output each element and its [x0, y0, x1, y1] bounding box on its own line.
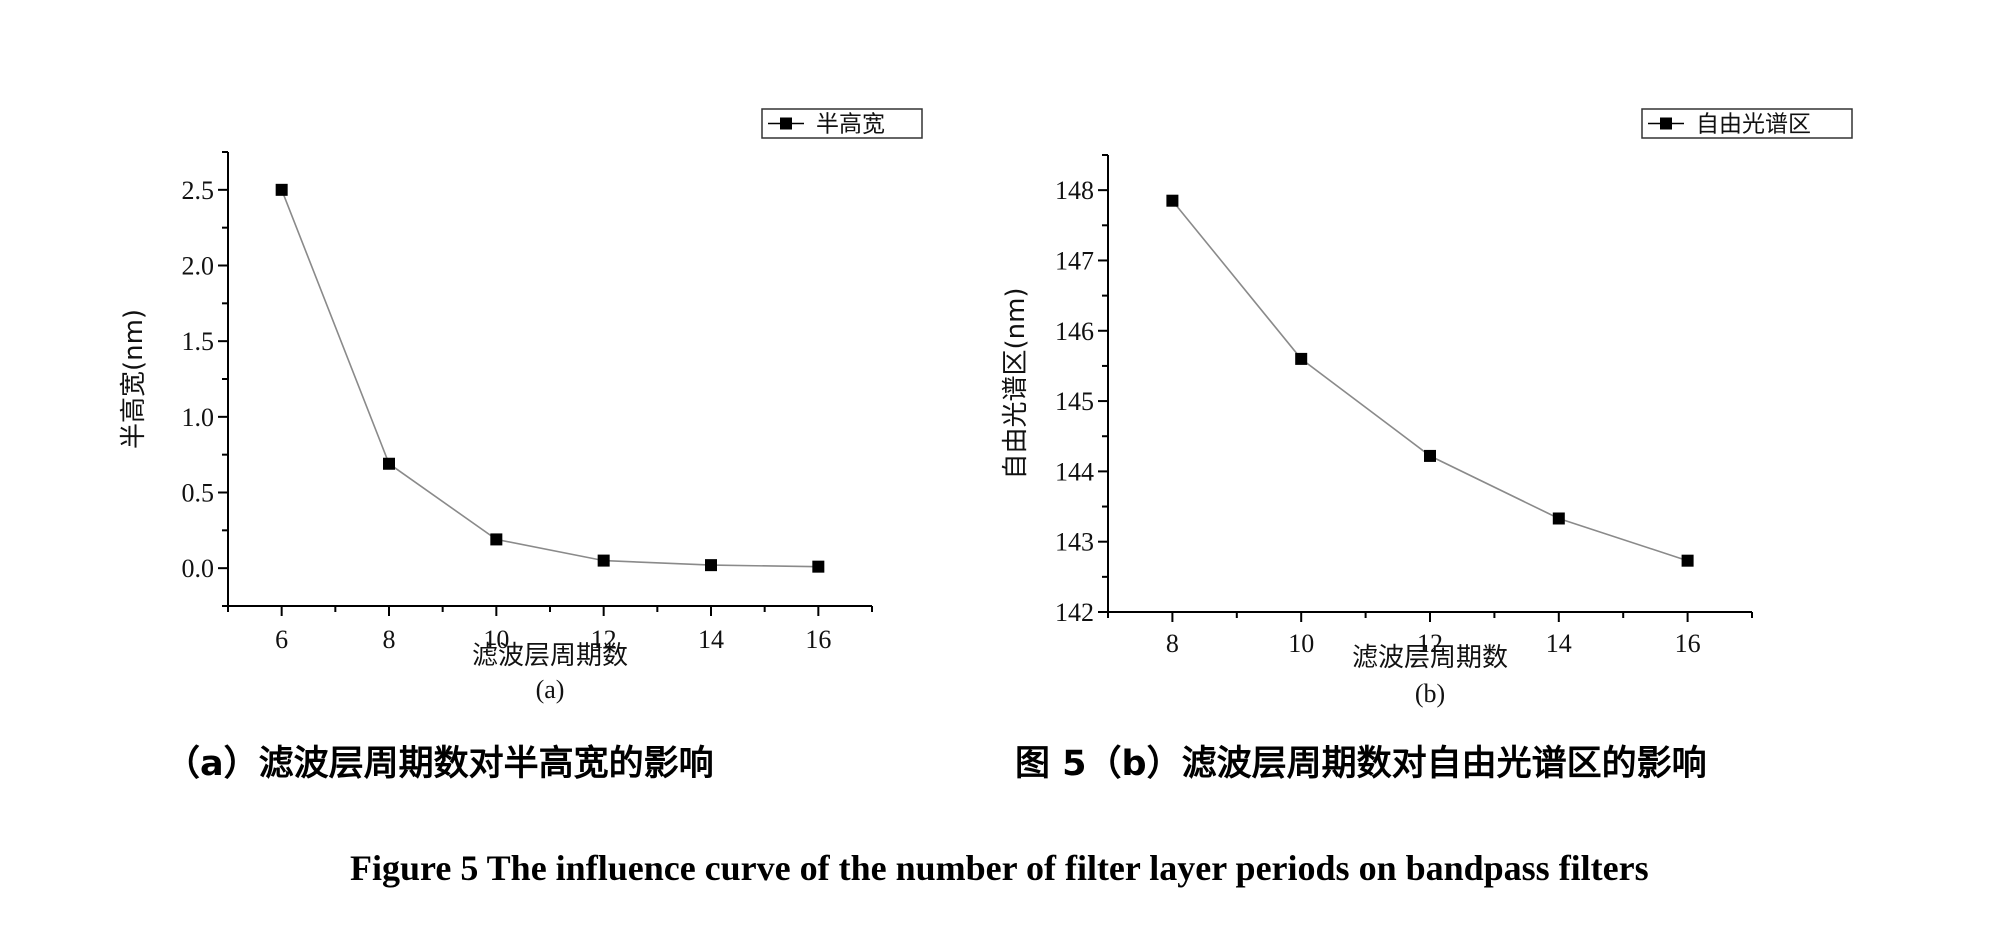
legend-marker	[1660, 117, 1672, 130]
y-tick-label: 147	[1055, 246, 1094, 275]
x-tick-label: 8	[383, 625, 396, 654]
y-tick-label: 145	[1055, 387, 1094, 416]
series-line	[280, 189, 819, 568]
y-tick-label: 143	[1055, 528, 1094, 557]
legend-label: 自由光谱区	[1696, 112, 1811, 138]
chart-b: 8 10 12 14 16 142 143 144 145 146 147 148 滤波层周期数 (b) 自…	[1001, 108, 1853, 708]
x-tick-label: 14	[698, 625, 724, 654]
y-tick-label: 1.0	[182, 403, 215, 432]
data-point	[490, 533, 503, 546]
x-axis-label: 滤波层周期数	[1352, 643, 1508, 673]
y-tick-label: 1.5	[182, 327, 215, 356]
data-point	[812, 560, 825, 573]
legend-label: 半高宽	[816, 112, 885, 138]
x-tick-label: 6	[275, 625, 288, 654]
caption-english: Figure 5 The influence curve of the numb…	[350, 848, 1649, 888]
data-point	[705, 559, 717, 572]
subplot-label: (b)	[1415, 679, 1445, 708]
legend: 自由光谱区	[1641, 108, 1853, 139]
subplot-label: (a)	[536, 675, 565, 704]
data-point	[1552, 512, 1565, 525]
data-point	[1295, 352, 1308, 365]
y-tick-label: 0.5	[182, 479, 215, 508]
x-tick-label: 16	[805, 625, 831, 654]
data-point	[1424, 449, 1436, 462]
x-tick-label: 10	[483, 625, 509, 654]
caption-a-chinese: （a）滤波层周期数对半高宽的影响	[165, 743, 714, 784]
chart-a: 6 8 10 12 14 16 0.0 0.5 1.0 1.5 2.0 2.5 滤波层周期数 (a) 半高宽…	[119, 108, 923, 704]
y-tick-label: 148	[1055, 176, 1094, 205]
x-tick-label: 12	[591, 625, 617, 654]
y-axis-label: 半高宽(nm)	[119, 309, 149, 449]
x-tick-label: 14	[1546, 629, 1572, 658]
x-tick-label: 12	[1417, 629, 1443, 658]
legend-marker	[780, 117, 792, 130]
legend: 半高宽	[761, 108, 923, 139]
data-point	[597, 554, 610, 567]
data-point	[275, 183, 288, 196]
y-tick-label: 144	[1055, 457, 1094, 486]
x-tick-label: 10	[1288, 629, 1314, 658]
data-point	[383, 457, 395, 470]
x-tick-label: 16	[1675, 629, 1701, 658]
y-tick-label: 142	[1055, 598, 1094, 627]
x-axis-label: 滤波层周期数	[472, 641, 628, 671]
y-tick-label: 2.0	[182, 252, 215, 281]
y-tick-label: 146	[1055, 317, 1094, 346]
data-point	[1681, 554, 1694, 567]
series-line	[1171, 200, 1688, 562]
y-tick-label: 2.5	[182, 176, 215, 205]
caption-b-chinese: 图 5（b）滤波层周期数对自由光谱区的影响	[1015, 744, 1707, 784]
x-tick-label: 8	[1166, 629, 1179, 658]
data-point	[1166, 194, 1179, 207]
y-tick-label: 0.0	[182, 554, 215, 583]
y-axis-label: 自由光谱区(nm)	[1001, 287, 1031, 479]
